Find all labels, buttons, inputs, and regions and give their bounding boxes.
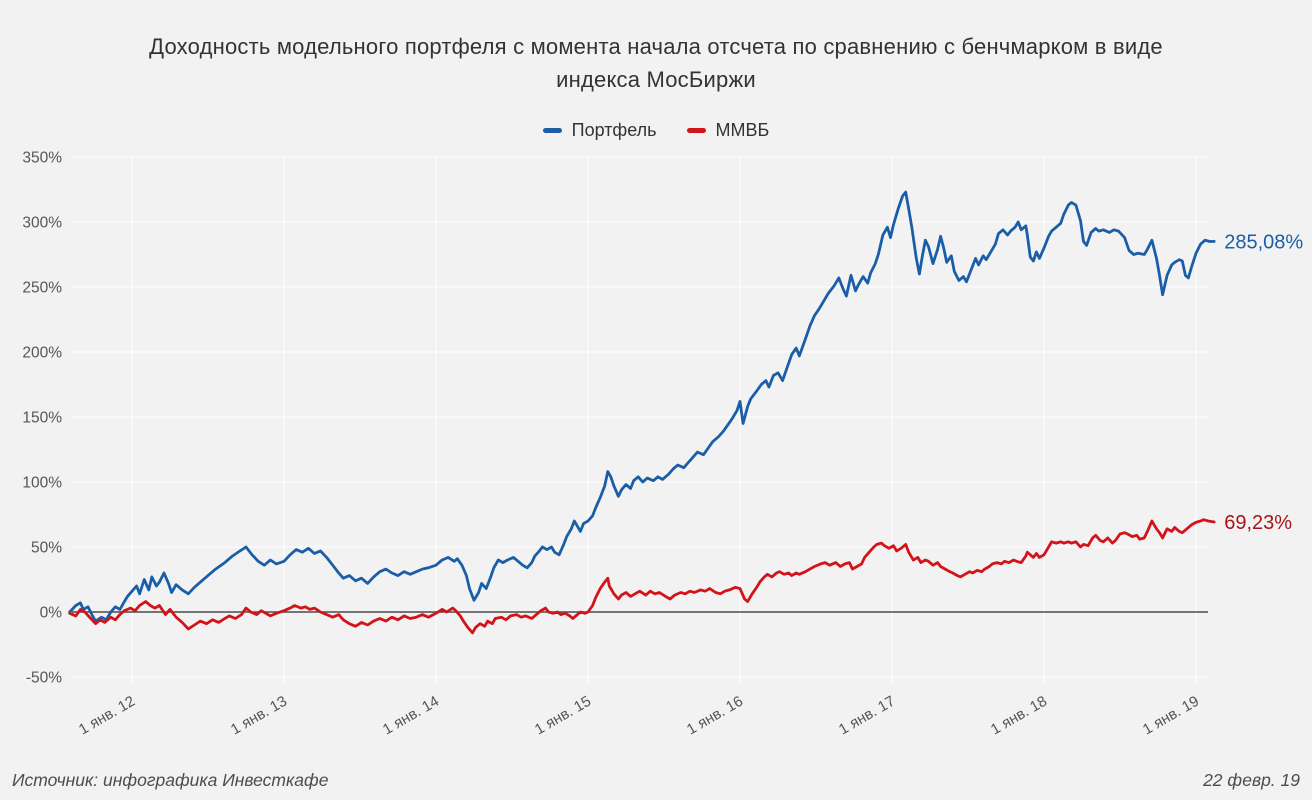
x-axis-tick-label: 1 янв. 18 [988, 693, 1050, 739]
mmvb-line [68, 518, 1216, 635]
y-axis-tick-label: 300% [22, 215, 62, 232]
x-axis-tick-label: 1 янв. 17 [836, 693, 898, 739]
y-axis-tick-label: -50% [26, 670, 62, 687]
portfolio-line-swatch-icon [542, 128, 562, 133]
y-axis-tick-label: 350% [22, 150, 62, 167]
y-axis-tick-label: 250% [22, 280, 62, 297]
y-axis-tick-label: 150% [22, 410, 62, 427]
x-axis-tick-label: 1 янв. 13 [228, 693, 290, 739]
chart-title-line1: Доходность модельного портфеля с момента… [149, 34, 1163, 59]
chart-title: Доходность модельного портфеля с момента… [0, 30, 1312, 96]
x-axis-tick-label: 1 янв. 16 [684, 693, 746, 739]
chart-legend: Портфель ММВБ [0, 120, 1312, 141]
y-axis-tick-label: 200% [22, 345, 62, 362]
y-axis-tick-label: 0% [40, 605, 63, 622]
x-axis-tick-label: 1 янв. 12 [76, 693, 138, 739]
legend-item-portfolio: Портфель [542, 120, 657, 141]
x-axis-tick-label: 1 янв. 15 [532, 693, 594, 739]
legend-label-portfolio: Портфель [571, 120, 657, 140]
x-axis-tick-label: 1 янв. 14 [380, 693, 442, 739]
portfolio-line [68, 190, 1216, 623]
date-note: 22 февр. 19 [1203, 770, 1300, 790]
source-note: Источник: инфографика Инвесткафе [12, 770, 329, 790]
y-axis-tick-label: 100% [22, 475, 62, 492]
chart-footer: Источник: инфографика Инвесткафе 22 февр… [12, 770, 1300, 791]
chart-title-line2: индекса МосБиржи [556, 67, 756, 92]
portfolio-value-label: 285,08% [1224, 231, 1303, 253]
mmvb-line-swatch-icon [686, 128, 706, 133]
x-axis-tick-label: 1 янв. 19 [1140, 693, 1202, 739]
y-axis-tick-label: 50% [31, 540, 62, 557]
legend-item-mmvb: ММВБ [686, 120, 770, 141]
legend-label-mmvb: ММВБ [715, 120, 770, 140]
mmvb-value-label: 69,23% [1224, 512, 1292, 534]
